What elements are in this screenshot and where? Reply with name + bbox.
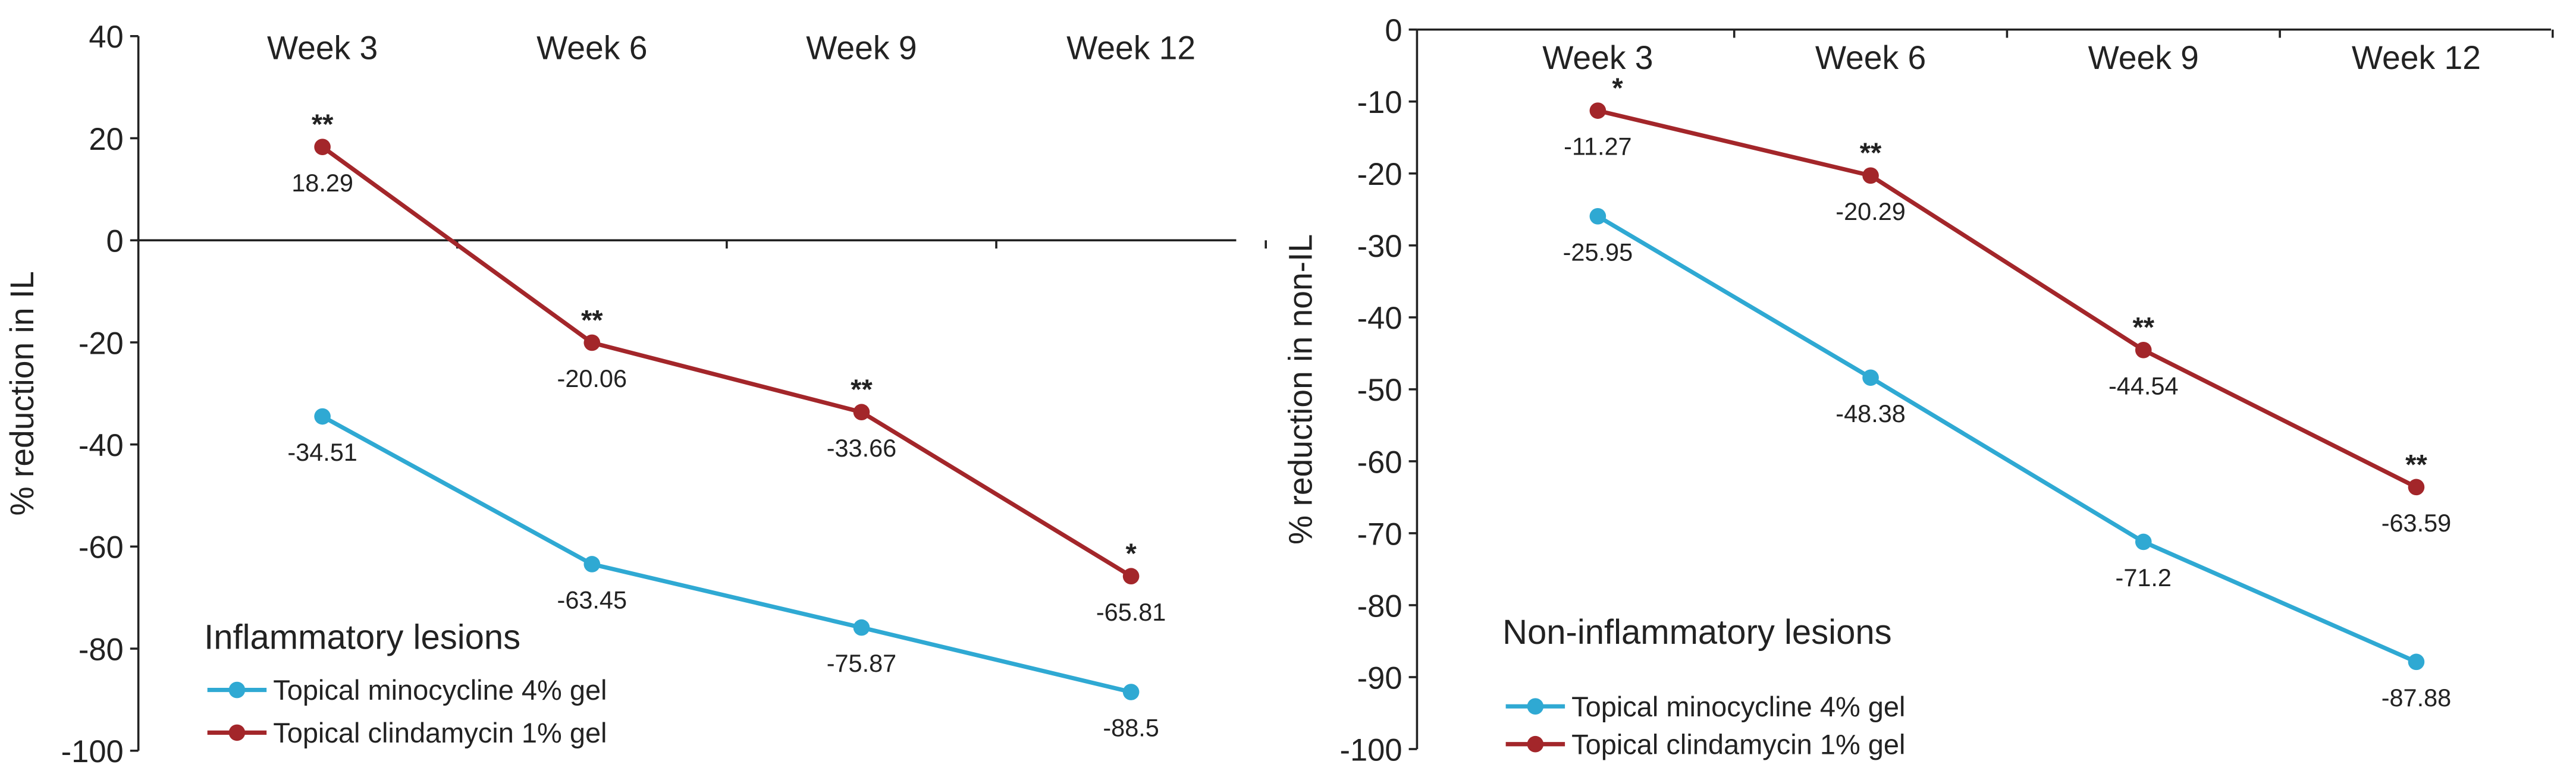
y-tick-label: -70 (1357, 517, 1402, 552)
y-tick-label: -20 (79, 326, 124, 361)
legend-marker (1527, 698, 1544, 715)
series-line (321, 145, 1132, 578)
data-label: -34.51 (287, 438, 357, 466)
y-tick-label: -90 (1357, 660, 1402, 696)
y-tick-label: -50 (1357, 373, 1402, 408)
data-label: -11.27 (1564, 133, 1631, 161)
legend-marker (228, 681, 246, 699)
x-category-label: Week 9 (2088, 39, 2199, 76)
data-label: -20.29 (1835, 197, 1906, 225)
data-point (2135, 341, 2152, 358)
data-point (314, 139, 331, 156)
x-category-label: Week 9 (806, 29, 917, 66)
significance-marker: ** (1860, 137, 1882, 168)
chart-non-inflammatory: 0 -10 -20 -30 -40 -50 -60 -70 -80 -90 -100 Week 3 We… (1282, 13, 2554, 767)
data-point (853, 619, 870, 636)
legend-label: Topical minocycline 4% gel (1571, 691, 1905, 722)
x-category-label: Week 12 (2352, 39, 2481, 76)
y-tick-label: -40 (1357, 301, 1402, 336)
legend: Non-inflammatory lesions Topical minocycl… (1502, 613, 1905, 760)
chart-inflammatory: 40 20 0 -20 -40 -60 -80 -100 Week 3 Week 6 Week 9 W… (4, 20, 1267, 769)
y-tick-label: -60 (79, 530, 124, 565)
y-tick-label: -20 (1357, 157, 1402, 192)
y-tick-label: -60 (1357, 445, 1402, 480)
legend-label: Topical clindamycin 1% gel (1571, 728, 1905, 760)
significance-marker: * (1612, 72, 1623, 103)
y-tick-label: -100 (61, 734, 124, 769)
y-tick-label: -80 (1357, 589, 1402, 624)
y-tick-label: 40 (89, 20, 123, 55)
y-tick-label: 20 (89, 122, 123, 157)
data-point (583, 556, 601, 572)
legend-marker (1527, 735, 1544, 753)
x-category-label: Week 6 (1815, 39, 1926, 76)
chart-title: Inflammatory lesions (204, 618, 520, 656)
significance-marker: ** (2132, 312, 2154, 343)
data-label: -48.38 (1835, 399, 1906, 427)
data-label: -63.45 (557, 586, 627, 614)
x-category-label: Week 6 (536, 29, 647, 66)
data-point (1122, 684, 1140, 700)
y-tick-label: 0 (106, 224, 124, 259)
y-tick-label: -100 (1339, 732, 1402, 767)
x-category-label: Week 3 (267, 29, 378, 66)
series-line (1596, 214, 2417, 664)
data-label: -75.87 (827, 649, 897, 677)
y-axis-label: % reduction in IL (4, 271, 40, 516)
data-point (1862, 167, 1879, 184)
data-point (1589, 102, 1607, 119)
data-point (2408, 479, 2425, 496)
data-point (1589, 207, 1607, 225)
data-label: -33.66 (827, 434, 897, 462)
data-label: -25.95 (1563, 238, 1633, 266)
data-label: -63.59 (2382, 509, 2451, 537)
y-axis-label: % reduction in non-IL (1282, 234, 1319, 545)
data-point (853, 404, 870, 421)
y-tick-label: -30 (1357, 229, 1402, 264)
data-label: -65.81 (1096, 598, 1166, 626)
data-label: -71.2 (2116, 564, 2172, 592)
legend-label: Topical minocycline 4% gel (273, 674, 607, 706)
data-point (314, 408, 331, 425)
series-clindamycin: 18.29 ** -20.06 ** -33.66 ** -65.81 * (291, 108, 1166, 626)
legend-marker (228, 724, 246, 741)
series-line (1597, 108, 2418, 489)
x-category-label: Week 3 (1542, 39, 1653, 76)
significance-marker: ** (312, 108, 334, 140)
series-clindamycin: -11.27 * -20.29 ** -44.54 ** -63.59 ** (1564, 72, 2451, 537)
data-point (1122, 568, 1140, 585)
significance-marker: ** (581, 304, 603, 335)
series-minocycline: -25.95 -48.38 -71.2 -87.88 (1563, 207, 2451, 712)
data-point (583, 334, 601, 351)
data-label: -87.88 (2382, 684, 2451, 712)
legend: Inflammatory lesions Topical minocycline … (204, 618, 607, 748)
series-minocycline: -34.51 -63.45 -75.87 -88.5 (287, 408, 1159, 742)
x-category-label: Week 12 (1066, 29, 1196, 66)
y-tick-label: -80 (79, 632, 124, 667)
data-point (1862, 369, 1879, 386)
data-label: -44.54 (2109, 372, 2179, 399)
significance-marker: ** (2405, 448, 2427, 480)
series-line (321, 414, 1132, 694)
y-tick-label: 0 (1385, 13, 1402, 48)
data-point (2135, 533, 2152, 550)
data-label: -88.5 (1103, 714, 1159, 742)
data-point (2408, 653, 2425, 671)
significance-marker: ** (851, 373, 873, 405)
significance-marker: * (1125, 537, 1137, 569)
legend-label: Topical clindamycin 1% gel (273, 717, 607, 748)
chart-title: Non-inflammatory lesions (1502, 613, 1892, 652)
y-tick-label: -40 (79, 428, 124, 463)
data-label: -20.06 (557, 364, 627, 392)
data-label: 18.29 (291, 169, 353, 197)
y-tick-label: -10 (1357, 85, 1402, 120)
